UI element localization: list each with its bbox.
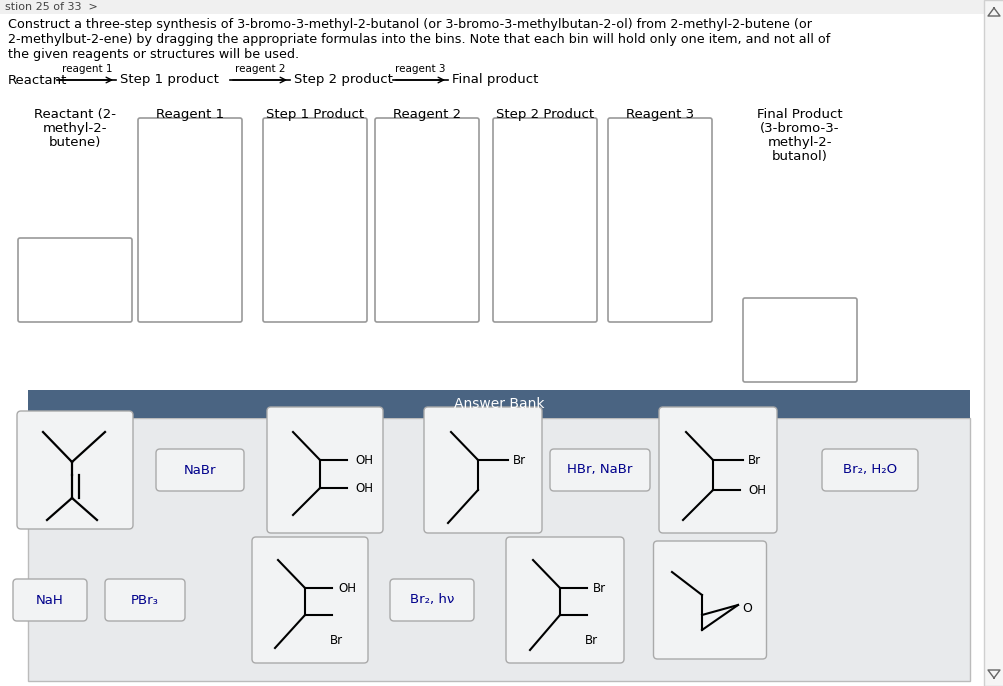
- Text: PBr₃: PBr₃: [131, 593, 158, 606]
- FancyBboxPatch shape: [252, 537, 368, 663]
- Text: butene): butene): [49, 136, 101, 149]
- FancyBboxPatch shape: [155, 449, 244, 491]
- FancyBboxPatch shape: [13, 579, 87, 621]
- Text: Br₂, hν: Br₂, hν: [409, 593, 453, 606]
- Text: Reactant: Reactant: [8, 73, 67, 86]
- FancyBboxPatch shape: [267, 407, 382, 533]
- Bar: [28, 418, 969, 681]
- Text: the given reagents or structures will be used.: the given reagents or structures will be…: [8, 48, 299, 61]
- Text: OH: OH: [338, 582, 356, 595]
- FancyBboxPatch shape: [423, 407, 542, 533]
- Text: Final Product: Final Product: [756, 108, 842, 121]
- FancyBboxPatch shape: [18, 238, 131, 322]
- Text: Reagent 1: Reagent 1: [155, 108, 224, 121]
- Text: Reagent 2: Reagent 2: [392, 108, 460, 121]
- FancyBboxPatch shape: [137, 118, 242, 322]
- Text: O: O: [741, 602, 751, 615]
- Text: reagent 2: reagent 2: [235, 64, 285, 74]
- FancyBboxPatch shape: [506, 537, 624, 663]
- Text: methyl-2-: methyl-2-: [43, 122, 107, 135]
- FancyBboxPatch shape: [105, 579, 185, 621]
- FancyBboxPatch shape: [263, 118, 367, 322]
- Text: Construct a three-step synthesis of 3-bromo-3-methyl-2-butanol (or 3-bromo-3-met: Construct a three-step synthesis of 3-br…: [8, 18, 811, 31]
- Text: Step 2 Product: Step 2 Product: [495, 108, 594, 121]
- Text: Step 1 product: Step 1 product: [120, 73, 219, 86]
- Text: Br: Br: [585, 633, 598, 646]
- Text: Reactant (2-: Reactant (2-: [34, 108, 116, 121]
- FancyBboxPatch shape: [550, 449, 649, 491]
- FancyBboxPatch shape: [821, 449, 917, 491]
- Text: methyl-2-: methyl-2-: [767, 136, 831, 149]
- Text: Br: Br: [513, 453, 526, 466]
- FancyBboxPatch shape: [17, 411, 132, 529]
- Text: NaH: NaH: [36, 593, 64, 606]
- Text: 2-methylbut-2-ene) by dragging the appropriate formulas into the bins. Note that: 2-methylbut-2-ene) by dragging the appro…: [8, 33, 829, 46]
- Text: Step 2 product: Step 2 product: [294, 73, 392, 86]
- FancyBboxPatch shape: [608, 118, 711, 322]
- Text: Br: Br: [593, 582, 606, 595]
- Text: Final product: Final product: [451, 73, 538, 86]
- Text: HBr, NaBr: HBr, NaBr: [567, 464, 632, 477]
- FancyBboxPatch shape: [653, 541, 765, 659]
- Text: NaBr: NaBr: [184, 464, 216, 477]
- FancyBboxPatch shape: [658, 407, 776, 533]
- Text: OH: OH: [355, 453, 373, 466]
- Text: (3-bromo-3-: (3-bromo-3-: [759, 122, 839, 135]
- Text: Step 1 Product: Step 1 Product: [266, 108, 364, 121]
- Bar: [28, 390, 969, 418]
- FancyBboxPatch shape: [389, 579, 473, 621]
- Text: OH: OH: [355, 482, 373, 495]
- Text: butanol): butanol): [771, 150, 827, 163]
- FancyBboxPatch shape: [492, 118, 597, 322]
- FancyBboxPatch shape: [375, 118, 478, 322]
- Text: Br₂, H₂O: Br₂, H₂O: [843, 464, 896, 477]
- Text: Br: Br: [747, 453, 760, 466]
- Text: Answer Bank: Answer Bank: [453, 397, 544, 411]
- Text: Br: Br: [330, 633, 343, 646]
- Bar: [0, 0, 1003, 14]
- Bar: [983, 0, 1003, 686]
- Text: OH: OH: [747, 484, 765, 497]
- FancyBboxPatch shape: [742, 298, 857, 382]
- Text: reagent 1: reagent 1: [62, 64, 112, 74]
- Text: stion 25 of 33  >: stion 25 of 33 >: [5, 2, 97, 12]
- Text: reagent 3: reagent 3: [394, 64, 444, 74]
- Text: Reagent 3: Reagent 3: [625, 108, 693, 121]
